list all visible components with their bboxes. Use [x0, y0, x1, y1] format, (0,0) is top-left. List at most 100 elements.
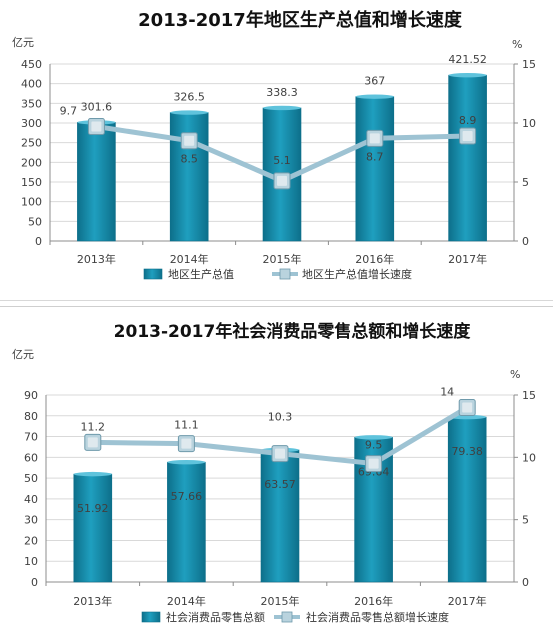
bar-data-label: 338.3	[266, 86, 298, 99]
y-tick-label: 70	[24, 431, 38, 444]
chart-title: 2013-2017年社会消费品零售总额和增长速度	[114, 321, 472, 342]
y-tick-label: 90	[24, 389, 38, 402]
bar-top-cap	[448, 73, 487, 78]
y-tick-label: 150	[21, 176, 42, 189]
y2-tick-label: 15	[522, 58, 536, 71]
x-tick-label: 2014年	[170, 252, 209, 266]
line-marker-highlight	[184, 135, 195, 146]
line-marker-highlight	[462, 130, 473, 141]
bar	[355, 96, 395, 242]
bar	[260, 449, 300, 583]
legend-bar-label: 地区生产总值	[168, 267, 234, 281]
bar-top-cap	[263, 105, 301, 111]
bar-data-label: 63.57	[264, 478, 296, 491]
line-data-label: 5.1	[273, 154, 291, 167]
y2-tick-label: 5	[522, 176, 529, 189]
bar-data-label: 301.6	[81, 100, 113, 113]
chart-panel-gdp: 2013-2017年地区生产总值和增长速度 亿元% 0 50 100 150 200 250 3…	[0, 0, 553, 301]
bar-top-cap	[355, 94, 394, 99]
y-tick-label: 0	[35, 235, 42, 248]
legend-bar-swatch	[143, 268, 163, 280]
line-data-label: 14	[440, 385, 454, 398]
y-tick-label: 100	[21, 196, 42, 209]
line-marker-highlight	[275, 448, 285, 459]
bar	[77, 122, 116, 242]
bar-top-cap	[73, 471, 112, 477]
left-axis-unit: 亿元	[12, 36, 34, 49]
line-marker-highlight	[91, 121, 102, 132]
bar-data-label: 367	[364, 75, 385, 88]
y-tick-label: 200	[21, 156, 42, 169]
y-tick-label: 250	[21, 137, 42, 150]
retail-sales-chart: 2013-2017年社会消费品零售总额和增长速度亿元%0102030405060…	[12, 321, 536, 624]
y-tick-label: 40	[24, 493, 38, 506]
line-marker-highlight	[462, 402, 473, 413]
line-data-label: 8.9	[459, 114, 477, 127]
y2-tick-label: 0	[522, 235, 529, 248]
y-tick-label: 80	[24, 410, 38, 423]
legend-bar-label: 社会消费品零售总额	[166, 610, 265, 624]
chart-panel-retail: 2013-2017年社会消费品零售总额和增长速度 亿元% 0 10 20 30 40 50 60…	[0, 306, 553, 639]
y2-tick-label: 5	[522, 514, 529, 527]
x-tick-label: 2013年	[77, 252, 116, 266]
line-data-label: 11.2	[81, 420, 106, 433]
legend-bar-swatch	[141, 611, 161, 623]
chart-title: 2013-2017年地区生产总值和增长速度	[138, 9, 463, 31]
x-tick-label: 2016年	[355, 252, 394, 266]
y-tick-label: 450	[21, 58, 42, 71]
y-tick-label: 300	[21, 117, 42, 130]
line-marker-highlight	[277, 175, 287, 186]
line-marker-highlight	[181, 438, 192, 449]
line-data-label: 8.5	[180, 153, 198, 166]
legend-line-marker	[279, 268, 291, 280]
y2-tick-label: 15	[522, 389, 536, 402]
y-tick-label: 400	[21, 78, 42, 91]
y-tick-label: 50	[24, 472, 38, 485]
y-tick-label: 10	[24, 555, 38, 568]
left-axis-unit: 亿元	[12, 348, 34, 361]
x-tick-label: 2017年	[448, 252, 487, 266]
line-marker-highlight	[87, 437, 98, 448]
legend-line-label: 社会消费品零售总额增长速度	[306, 610, 449, 624]
legend-line-marker	[281, 611, 293, 623]
bar-data-label: 57.66	[171, 490, 203, 503]
x-tick-label: 2014年	[167, 594, 206, 608]
y-tick-label: 350	[21, 97, 42, 110]
y2-tick-label: 0	[522, 576, 529, 589]
bar	[448, 74, 487, 242]
x-tick-label: 2016年	[354, 594, 393, 608]
x-tick-label: 2013年	[73, 594, 112, 608]
x-tick-label: 2015年	[263, 252, 302, 266]
bar	[447, 416, 487, 583]
bar-data-label: 421.52	[448, 53, 487, 66]
x-tick-label: 2017年	[448, 594, 487, 608]
right-axis-unit: %	[510, 368, 520, 381]
line-data-label: 10.3	[268, 411, 293, 424]
y-tick-label: 0	[31, 576, 38, 589]
line-data-label: 11.1	[174, 419, 199, 432]
bar-data-label: 79.38	[451, 445, 483, 458]
bar	[169, 112, 209, 242]
y-tick-label: 50	[28, 215, 42, 228]
legend-line-label: 地区生产总值增长速度	[302, 267, 412, 281]
bar	[73, 473, 113, 583]
y2-tick-label: 10	[522, 451, 536, 464]
y-tick-label: 30	[24, 514, 38, 527]
y-tick-label: 60	[24, 451, 38, 464]
line-marker-highlight	[368, 458, 379, 469]
bar-top-cap	[170, 110, 209, 115]
y-tick-label: 20	[24, 534, 38, 547]
bar-top-cap	[354, 435, 393, 440]
line-data-label: 8.7	[366, 150, 384, 163]
bar-data-label: 51.92	[77, 502, 109, 515]
line-marker-highlight	[369, 133, 380, 144]
line-data-label: 9.5	[365, 439, 383, 452]
bar	[167, 461, 206, 583]
bar-data-label: 326.5	[173, 91, 205, 104]
line-data-label: 9.7	[60, 105, 78, 118]
x-tick-label: 2015年	[261, 594, 300, 608]
y2-tick-label: 10	[522, 117, 536, 130]
right-axis-unit: %	[512, 38, 522, 51]
bar-top-cap	[167, 459, 206, 465]
